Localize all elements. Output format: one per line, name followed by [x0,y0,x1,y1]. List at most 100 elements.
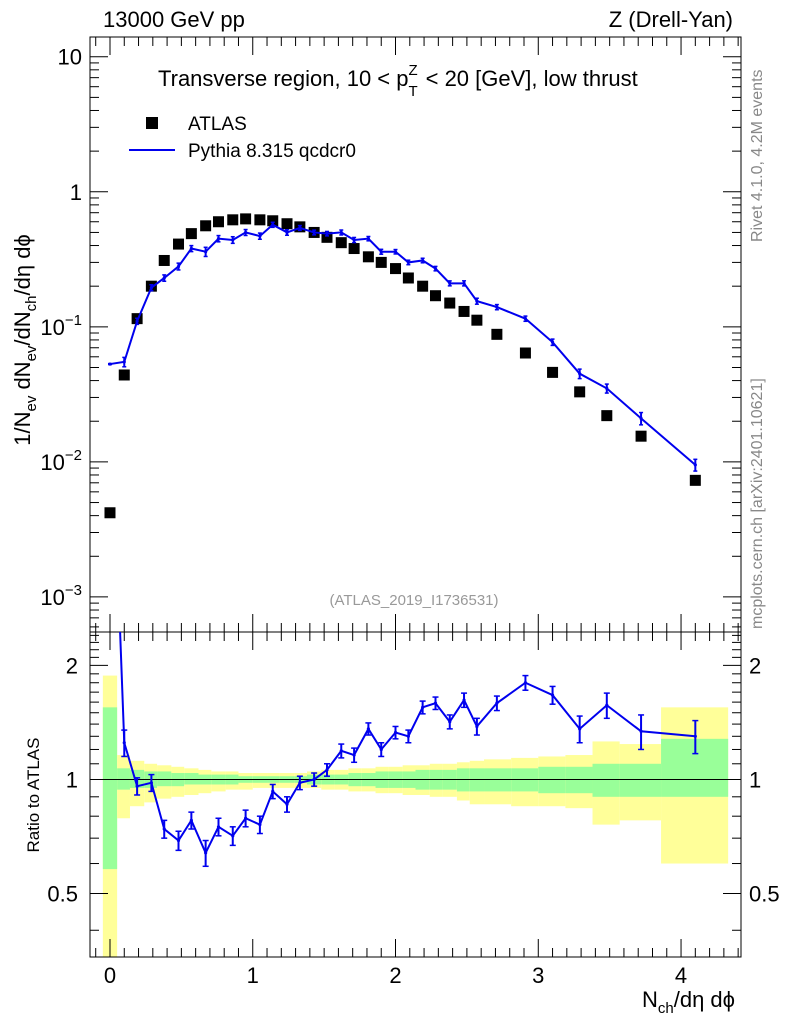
atlas-data-point [417,280,429,292]
pythia-point [495,305,499,309]
main-panel-marks [104,213,701,519]
main-y-label: 1/Nev dNev/dNch/dη dϕ [10,234,40,446]
pythia-point [244,230,248,235]
ratio-y-tick-label: 2 [66,653,78,678]
ratio-band-inner [538,766,566,794]
atlas-data-point [104,507,116,519]
ratio-uncertainty-bands [90,675,741,957]
legend-marker-atlas [146,117,158,129]
atlas-data-point [158,254,170,266]
pythia-point [462,281,466,285]
ratio-point [176,838,181,843]
ratio-point [393,730,398,735]
x-axis-label: Nch/dη dϕ [642,987,735,1017]
ratio-point [312,777,316,782]
atlas-data-point [335,237,347,249]
atlas-data-point [254,214,266,226]
pythia-point [693,463,697,467]
pythia-point [298,226,302,230]
source-text: mcplots.cern.ch [arXiv:2401.10621] [749,378,766,629]
ratio-point [433,701,438,705]
ratio-point [639,729,643,733]
ratio-point [149,781,153,785]
pythia-point [135,319,139,323]
pythia-point [122,360,126,364]
pythia-point [325,232,329,236]
chart-title: Transverse region, 10 < pTZ < 20 [GeV], … [158,62,638,100]
ratio-point [325,768,329,772]
pythia-point [379,250,383,254]
pythia-point [231,238,235,242]
ratio-point [550,693,555,697]
pythia-point [204,250,208,254]
atlas-data-point [491,328,503,340]
ratio-y-tick-label-right: 1 [749,767,761,792]
atlas-data-point [574,386,586,398]
pythia-point [550,340,555,344]
atlas-data-point [118,369,130,381]
atlas-data-point [212,216,224,228]
atlas-data-point [458,305,470,317]
atlas-data-point [227,214,239,226]
atlas-data-point [390,263,402,275]
atlas-data-point [547,366,559,378]
pythia-point [366,237,370,241]
ratio-point [352,753,356,757]
ratio-band-inner [157,771,172,787]
ratio-point [258,823,262,827]
pythia-point [216,237,221,241]
ratio-panel-frame [89,631,742,958]
header-right: Z (Drell-Yan) [609,7,733,32]
axes [89,36,742,958]
main-y-tick-label: 10−3 [40,582,82,610]
pythia-point [189,246,193,251]
pythia-point [339,230,343,235]
x-tick-label: 2 [389,963,401,988]
atlas-data-point [348,243,360,255]
ratio-band-inner [592,763,620,797]
pythia-point [149,286,153,290]
ratio-point [285,802,289,806]
atlas-data-point [267,215,279,227]
legend-label: Pythia 8.315 qcdcr0 [188,141,356,162]
atlas-data-point [429,290,441,302]
ratio-point [366,727,370,731]
pythia-point [271,223,275,227]
main-y-tick-label: 10−2 [40,447,82,475]
ratio-point [475,724,479,729]
pythia-line [109,223,696,466]
ratio-y-label: Ratio to ATLAS [24,738,43,853]
ratio-point [523,681,528,685]
atlas-data-point [444,297,456,309]
pythia-point [108,362,112,366]
pythia-point [176,264,181,269]
atlas-data-point [321,231,333,243]
pythia-point [433,266,438,271]
pythia-point [406,260,410,264]
ratio-point [578,727,582,731]
main-y-tick-label: 10 [58,45,82,70]
ratio-point [189,818,193,822]
ratio-point [339,749,343,753]
pythia-point [393,250,398,254]
pythia-point [312,230,316,235]
main-y-tick-label: 10−1 [40,312,82,340]
ratio-point [379,747,383,752]
pythia-point [448,281,452,285]
x-tick-label: 4 [675,963,687,988]
ratio-point [135,784,139,788]
ratio-point [244,816,248,820]
ratio-clipped [119,632,699,868]
atlas-data-point [635,430,647,442]
pythia-point [578,372,582,376]
ratio-point [448,720,452,724]
atlas-data-point [519,347,531,359]
ratio-y-tick-label: 1 [66,767,78,792]
ratio-point [406,734,410,738]
ratio-point [462,698,466,702]
ratio-point [231,834,235,838]
atlas-data-point [185,228,197,240]
ratio-y-tick-label-right: 2 [749,653,761,678]
ratio-panel-marks [119,632,699,868]
